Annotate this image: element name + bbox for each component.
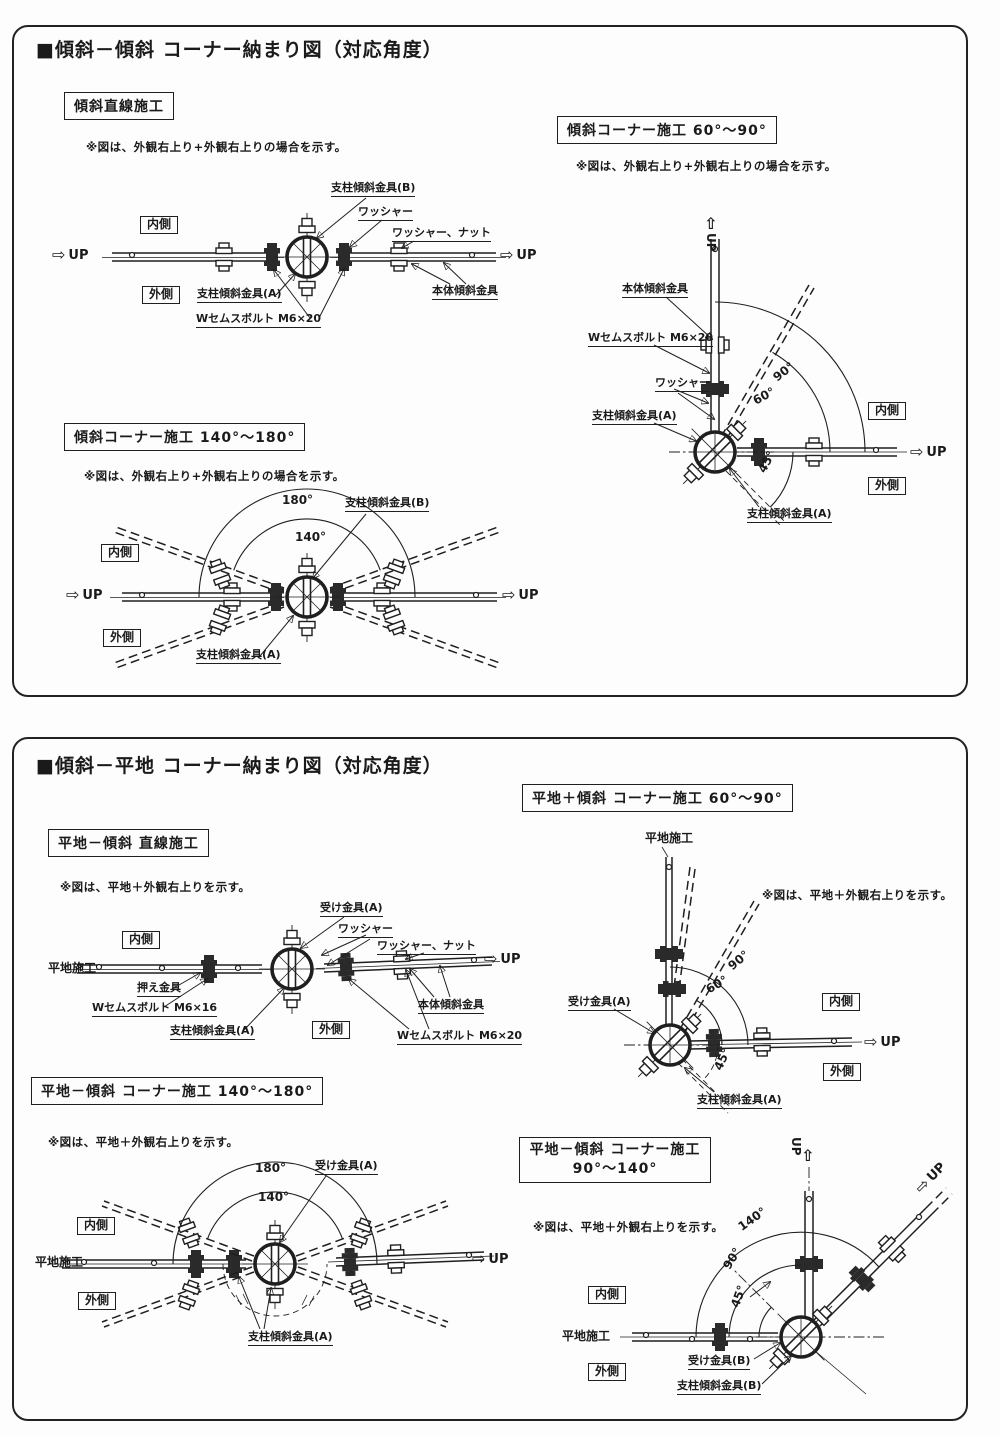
- diagram-note: ※図は、平地＋外観右上りを示す。: [762, 888, 953, 902]
- label-post-bracket-b: 支柱傾斜金具(B): [677, 1379, 762, 1395]
- up-direction-right: ⇨ UP: [864, 1032, 901, 1051]
- label-receiver-b: 受け金具(B): [688, 1354, 751, 1370]
- diagram-flat-slope-corner-60-90: [612, 846, 863, 1114]
- right-arrow-icon: ⇨: [66, 585, 80, 604]
- label-post-bracket-a: 支柱傾斜金具(A): [196, 648, 281, 664]
- label-post-bracket-b: 支柱傾斜金具(B): [331, 181, 416, 197]
- label-bolt-m6x16: Wセムスボルト M6×16: [92, 1001, 218, 1017]
- label-washer: ワッシャー: [655, 376, 710, 392]
- up-direction-left: ⇨ UP: [66, 585, 103, 604]
- diagram-note: ※図は、外観右上り+外観右上りの場合を示す。: [84, 469, 345, 483]
- diagram-slope-corner-60-90: [653, 239, 907, 528]
- label-flat-construction: 平地施工: [48, 961, 97, 975]
- outer-side-badge: 外側: [103, 629, 142, 647]
- label-holder-bracket: 押え金具: [137, 981, 181, 997]
- angle-label-140: 140°: [295, 530, 327, 544]
- diagram-note: ※図は、外観右上り+外観右上りの場合を示す。: [86, 140, 347, 154]
- inner-side-badge: 内側: [868, 402, 907, 420]
- label-washer: ワッシャー: [358, 205, 413, 221]
- panel-slope-flat: ■傾斜－平地 コーナー納まり図（対応角度） 平地－傾斜 直線施工 ※図は、平地＋…: [12, 737, 968, 1421]
- section-heading-flat-corner-60-90: 平地＋傾斜 コーナー施工 60°～90°: [522, 784, 793, 812]
- up-direction-right: ⇨ UP: [500, 245, 537, 264]
- label-flat-construction: 平地施工: [35, 1255, 84, 1269]
- section-heading-flat-corner-90-140: 平地－傾斜 コーナー施工 90°～140°: [519, 1137, 711, 1183]
- inner-side-badge: 内側: [140, 216, 179, 234]
- label-receiver-a: 受け金具(A): [320, 901, 383, 917]
- right-arrow-icon: ⇨: [502, 585, 516, 604]
- section-heading-slope-corner-60-90: 傾斜コーナー施工 60°～90°: [557, 116, 777, 144]
- panel1-linework: [102, 197, 907, 669]
- up-arrow-icon: ⇧: [704, 214, 718, 233]
- section-heading-flat-corner-140-180: 平地－傾斜 コーナー施工 140°～180°: [31, 1077, 324, 1105]
- up-direction-vertical: UP: [789, 1137, 803, 1156]
- outer-side-badge: 外側: [312, 1021, 351, 1039]
- right-arrow-icon: ⇨: [472, 1249, 486, 1268]
- panel-slope-slope: ■傾斜－傾斜 コーナー納まり図（対応角度） 傾斜直線施工 ※図は、外観右上り+外…: [12, 25, 968, 697]
- up-direction-vertical: UP: [704, 233, 718, 252]
- diagram-slope-corner-140-180: [110, 488, 506, 669]
- inner-side-badge: 内側: [122, 931, 161, 949]
- diagram-flat-slope-corner-90-140: [620, 1167, 953, 1395]
- page-title: ■傾斜－平地 コーナー納まり図（対応角度）: [36, 755, 443, 777]
- right-arrow-icon: ⇨: [52, 245, 66, 264]
- diagram-note: ※図は、平地＋外観右上りを示す。: [48, 1135, 239, 1149]
- angle-label-180: 180°: [255, 1161, 287, 1175]
- page-title: ■傾斜－傾斜 コーナー納まり図（対応角度）: [36, 39, 443, 61]
- up-direction-right: ⇨ UP: [502, 585, 539, 604]
- angle-label-140: 140°: [258, 1190, 290, 1204]
- label-receiver-a: 受け金具(A): [568, 995, 631, 1011]
- section-heading-slope-straight: 傾斜直線施工: [64, 92, 174, 120]
- diagram-flat-slope-corner-140-180: [50, 1161, 495, 1330]
- label-post-bracket-a: 支柱傾斜金具(A): [592, 409, 677, 425]
- outer-side-badge: 外側: [588, 1363, 627, 1381]
- up-arrow-icon: ⇧: [801, 1146, 815, 1165]
- label-post-bracket-a: 支柱傾斜金具(A): [697, 1093, 782, 1109]
- up-direction-right: ⇨ UP: [910, 442, 947, 461]
- label-washer-nut: ワッシャー、ナット: [377, 939, 476, 955]
- outer-side-badge: 外側: [823, 1063, 862, 1081]
- outer-side-badge: 外側: [78, 1292, 117, 1310]
- inner-side-badge: 内側: [822, 993, 861, 1011]
- inner-side-badge: 内側: [77, 1217, 116, 1235]
- label-bolt-m6x20: Wセムスボルト M6×20: [397, 1029, 523, 1045]
- inner-side-badge: 内側: [588, 1286, 627, 1304]
- label-post-bracket-a: 支柱傾斜金具(A): [197, 287, 282, 303]
- up-direction-left: ⇨ UP: [52, 245, 89, 264]
- label-bolt-m6x20: Wセムスボルト M6×20: [588, 331, 714, 347]
- diagram-flat-slope-straight: [66, 916, 501, 1031]
- label-body-bracket: 本体傾斜金具: [418, 998, 484, 1014]
- diagram-slope-straight: [102, 197, 506, 319]
- label-washer-nut: ワッシャー、ナット: [392, 226, 491, 242]
- outer-side-badge: 外側: [868, 477, 907, 495]
- up-direction-right: ⇨ UP: [472, 1249, 509, 1268]
- label-body-bracket: 本体傾斜金具: [622, 282, 688, 298]
- right-arrow-icon: ⇨: [864, 1032, 878, 1051]
- right-arrow-icon: ⇨: [500, 245, 514, 264]
- panel2-linework: [50, 846, 953, 1395]
- label-receiver-a: 受け金具(A): [315, 1159, 378, 1175]
- diagram-note: ※図は、外観右上り+外観右上りの場合を示す。: [576, 159, 837, 173]
- label-post-bracket-a: 支柱傾斜金具(A): [170, 1024, 255, 1040]
- inner-side-badge: 内側: [101, 544, 140, 562]
- outer-side-badge: 外側: [142, 286, 181, 304]
- label-post-bracket-b: 支柱傾斜金具(B): [345, 496, 430, 512]
- label-bolt-m6x20: Wセムスボルト M6×20: [196, 312, 322, 328]
- heading-line1: 平地－傾斜 コーナー施工: [529, 1142, 701, 1158]
- label-post-bracket-a: 支柱傾斜金具(A): [747, 507, 832, 523]
- label-flat-construction: 平地施工: [562, 1329, 611, 1343]
- right-arrow-icon: ⇨: [484, 949, 498, 968]
- label-flat-construction: 平地施工: [645, 831, 694, 845]
- angle-label-180: 180°: [282, 493, 314, 507]
- up-direction-right: ⇨ UP: [484, 949, 521, 968]
- label-post-bracket-a: 支柱傾斜金具(A): [248, 1330, 333, 1346]
- heading-line2: 90°～140°: [572, 1160, 658, 1177]
- diagram-note: ※図は、平地＋外観右上りを示す。: [60, 880, 251, 894]
- diagram-note: ※図は、平地＋外観右上りを示す。: [533, 1220, 724, 1234]
- label-body-bracket: 本体傾斜金具: [432, 284, 498, 300]
- label-washer: ワッシャー: [338, 922, 393, 938]
- section-heading-slope-corner-140-180: 傾斜コーナー施工 140°～180°: [64, 423, 306, 451]
- section-heading-flat-straight: 平地－傾斜 直線施工: [48, 829, 209, 857]
- right-arrow-icon: ⇨: [910, 442, 924, 461]
